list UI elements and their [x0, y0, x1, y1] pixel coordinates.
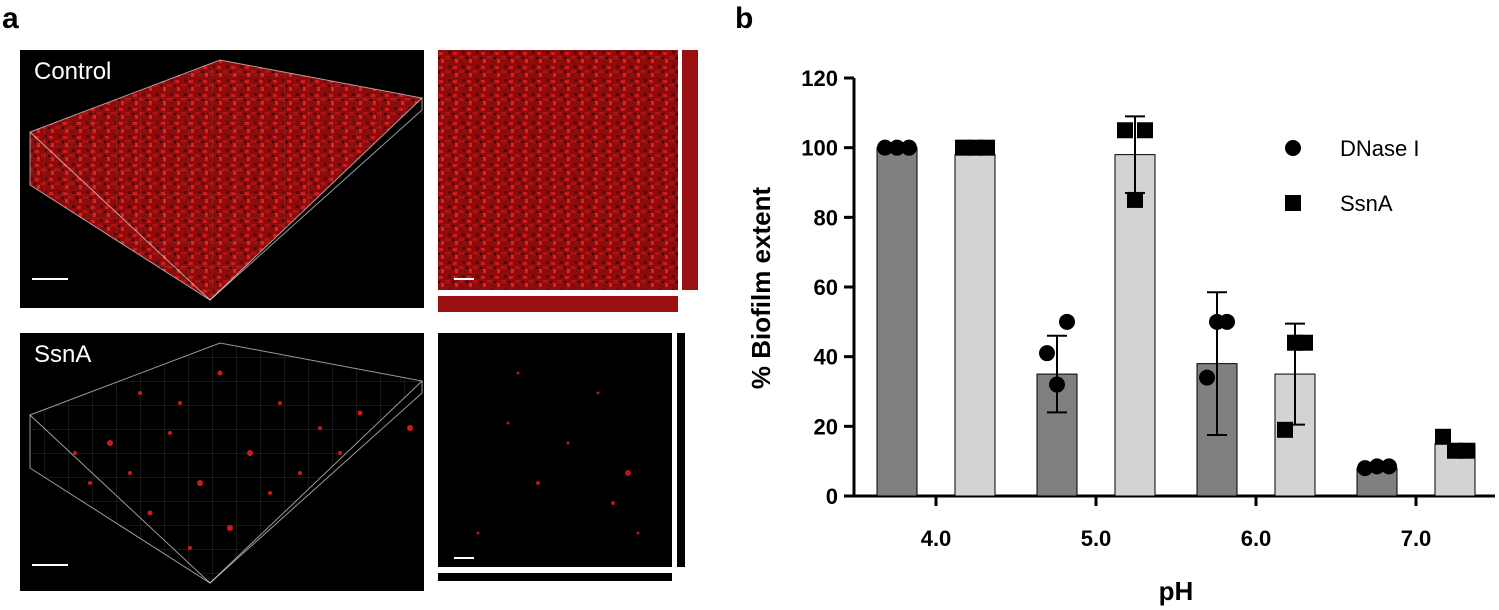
- data-point-square: [1297, 334, 1313, 351]
- data-point-square: [1435, 428, 1451, 445]
- data-point-circle: [889, 139, 905, 156]
- chart-legend: DNase I SsnA: [1285, 136, 1419, 216]
- y-tick-label: 0: [826, 484, 838, 509]
- data-point-circle: [1059, 313, 1075, 330]
- y-tick-label: 40: [814, 345, 838, 370]
- x-tick-label: 7.0: [1401, 526, 1432, 551]
- legend-marker-square: [1285, 195, 1301, 211]
- ssna-scale-bar: [32, 564, 68, 566]
- data-point-square: [1277, 421, 1293, 438]
- control-scale-bar: [32, 278, 68, 280]
- data-point-square: [1117, 122, 1133, 139]
- x-tick-label: 6.0: [1241, 526, 1272, 551]
- data-point-square: [1137, 122, 1153, 139]
- data-point-square: [979, 139, 995, 156]
- ssna-3d-image: SsnA: [20, 333, 424, 591]
- y-tick-label: 60: [814, 275, 838, 300]
- ssna-label: SsnA: [34, 341, 92, 368]
- ssna-ortho-side-z: [677, 333, 685, 567]
- panel-a-letter: a: [2, 2, 19, 35]
- data-point-circle: [1199, 369, 1215, 386]
- ssna-ortho-bottom-z: [438, 573, 672, 581]
- data-point-circle: [1357, 460, 1373, 477]
- control-ortho-image: [438, 50, 678, 290]
- bar-1-1: [1114, 154, 1156, 497]
- x-tick-label: 4.0: [921, 526, 952, 551]
- data-point-circle: [1049, 376, 1065, 393]
- ssna-ortho-scale-bar: [454, 557, 474, 559]
- data-point-circle: [1369, 458, 1385, 475]
- control-label: Control: [34, 58, 112, 85]
- bar-1-0: [954, 154, 996, 497]
- y-tick-label: 100: [801, 136, 838, 161]
- control-3d-render: [29, 59, 424, 301]
- data-point-circle: [1039, 345, 1055, 362]
- ssna-ortho-render: [476, 371, 640, 535]
- data-point-circle: [1219, 313, 1235, 330]
- x-axis-label: pH: [1159, 576, 1194, 606]
- data-point-square: [1127, 191, 1143, 208]
- control-3d-image: Control: [20, 50, 424, 308]
- panel-b-letter: b: [735, 2, 754, 35]
- legend-label: DNase I: [1340, 136, 1419, 161]
- data-point-circle: [1381, 458, 1397, 475]
- x-tick-label: 5.0: [1081, 526, 1112, 551]
- y-tick-label: 80: [814, 205, 838, 230]
- bar-0-0: [876, 147, 918, 497]
- chart-points: [877, 122, 1475, 477]
- y-tick-label: 20: [814, 414, 838, 439]
- control-ortho-scale-bar: [454, 278, 474, 280]
- legend-marker-circle: [1285, 140, 1301, 156]
- ssna-3d-render: [29, 342, 424, 584]
- ssna-ortho-image: [438, 333, 672, 567]
- data-point-circle: [877, 139, 893, 156]
- control-ortho-side-z: [682, 50, 698, 290]
- y-tick-label: 120: [801, 66, 838, 91]
- data-point-square: [1459, 442, 1475, 459]
- control-ortho-bottom-z: [438, 296, 678, 312]
- control-ortho-render: [438, 50, 678, 290]
- chart-error-bars: [1047, 115, 1305, 437]
- y-axis-label: % Biofilm extent: [746, 187, 776, 390]
- legend-label: SsnA: [1340, 191, 1393, 216]
- data-point-circle: [901, 139, 917, 156]
- chart-axes: 0 20 40 60 80 100 120 4.0 5.0 6.0 7.0: [801, 66, 1495, 551]
